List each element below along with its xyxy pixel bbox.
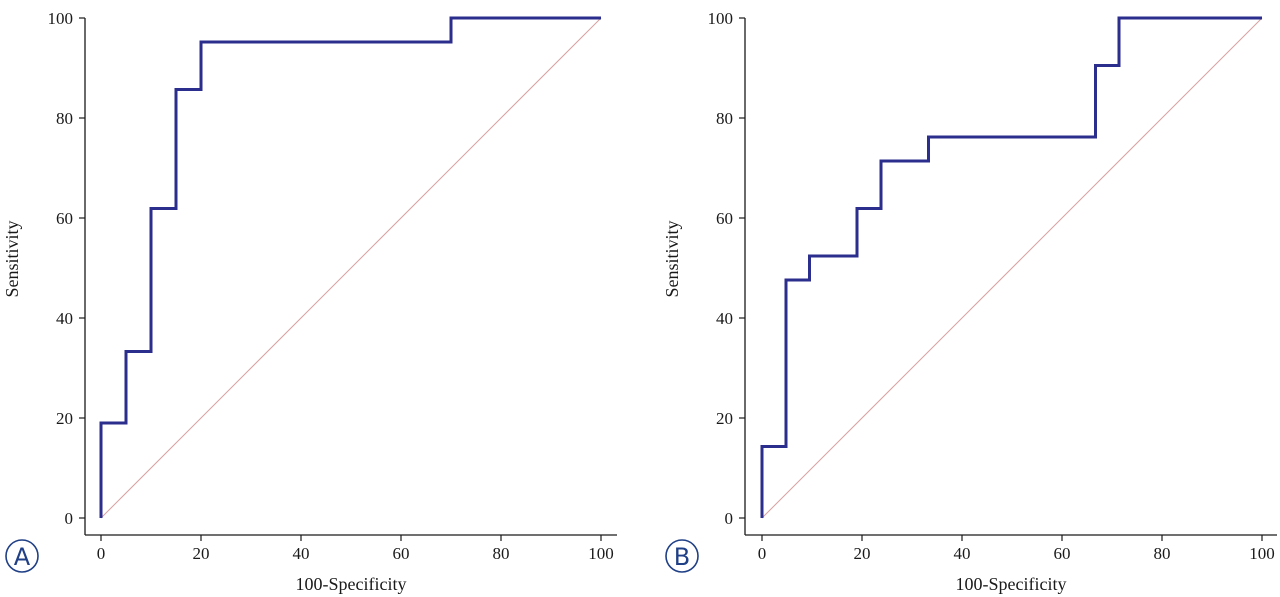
y-axis-title: Sensitivity [662, 220, 682, 297]
y-tick-label: 80 [716, 109, 733, 128]
panel-b-badge-icon [665, 539, 699, 573]
x-tick-label: 80 [493, 544, 510, 563]
y-tick-label: 60 [716, 209, 733, 228]
y-tick-label: 40 [716, 309, 733, 328]
roc-panel-b: 0 20 40 60 80 100 0 20 40 60 80 100 100-Specificit… [662, 9, 1277, 594]
roc-series-group-a [99, 16, 602, 519]
y-tick-label: 20 [56, 409, 73, 428]
panel-b-label: B [674, 543, 690, 571]
panel-a-label: A [14, 543, 31, 571]
y-tick-label: 20 [716, 409, 733, 428]
roc-curve-line [99, 16, 601, 518]
x-tick-label: 40 [293, 544, 310, 563]
y-tick-label: 0 [725, 509, 734, 528]
y-tick-label: 60 [56, 209, 73, 228]
x-tick-label: 20 [854, 544, 871, 563]
y-ticks-a: 0 20 40 60 80 100 [48, 9, 85, 528]
x-tick-label: 0 [97, 544, 106, 563]
x-tick-label: 100 [588, 544, 614, 563]
x-tick-label: 100 [1249, 544, 1275, 563]
roc-series-group-b [760, 16, 1263, 519]
y-axis-title: Sensitivity [2, 220, 22, 297]
roc-panel-a: 0 20 40 60 80 100 0 20 40 60 80 100 100-Specificit… [2, 9, 617, 594]
panel-a-badge-icon [5, 539, 39, 573]
x-tick-label: 80 [1154, 544, 1171, 563]
x-ticks-a: 0 20 40 60 80 100 [97, 535, 614, 563]
x-tick-label: 0 [758, 544, 767, 563]
x-tick-label: 60 [1054, 544, 1071, 563]
y-tick-label: 40 [56, 309, 73, 328]
x-axis-title: 100-Specificity [956, 574, 1067, 594]
x-tick-label: 40 [954, 544, 971, 563]
x-tick-label: 20 [193, 544, 210, 563]
x-ticks-b: 0 20 40 60 80 100 [758, 535, 1275, 563]
y-tick-label: 100 [48, 9, 74, 28]
y-tick-label: 0 [65, 509, 74, 528]
x-tick-label: 60 [393, 544, 410, 563]
y-tick-label: 80 [56, 109, 73, 128]
y-tick-label: 100 [708, 9, 734, 28]
roc-curve-line [760, 16, 1262, 518]
x-axis-title: 100-Specificity [296, 574, 407, 594]
reference-diagonal-line [761, 17, 1263, 519]
reference-diagonal-line [100, 17, 602, 519]
y-ticks-b: 0 20 40 60 80 100 [708, 9, 745, 528]
